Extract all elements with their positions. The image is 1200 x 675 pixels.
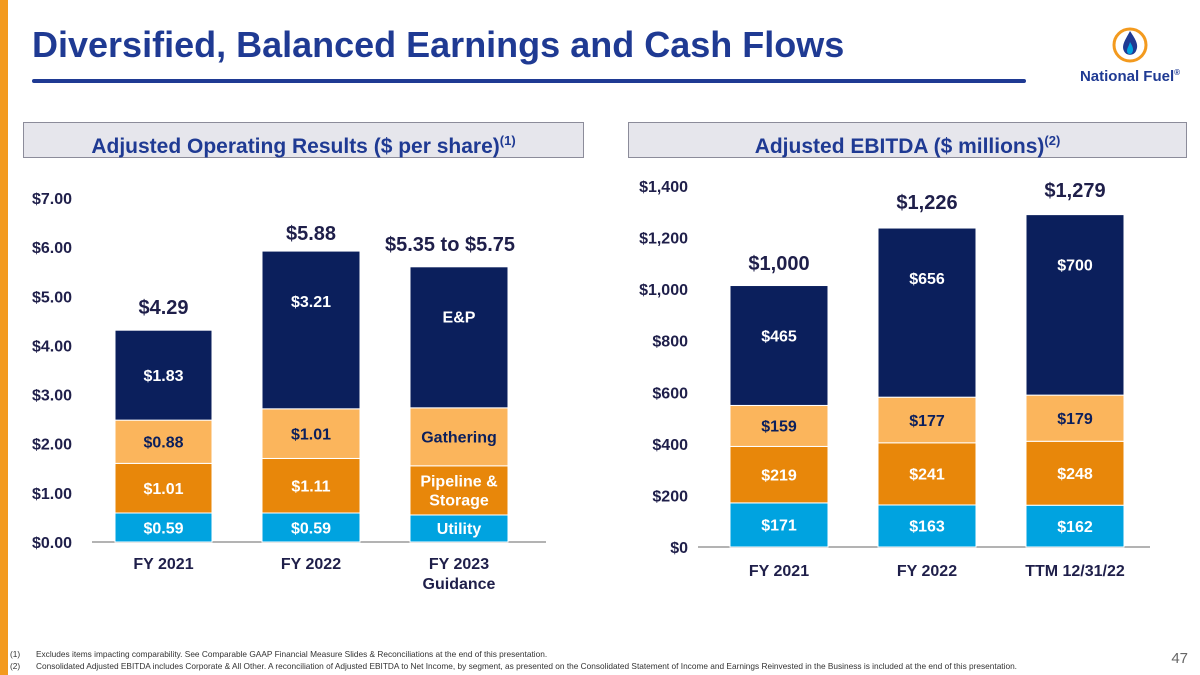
total-label: $1,226 — [896, 192, 957, 214]
bar-segment-gathering — [877, 396, 977, 444]
y-tick-label: $2.00 — [32, 437, 72, 454]
y-tick-label: $6.00 — [32, 240, 72, 257]
data-label-gathering: Gathering — [421, 430, 497, 447]
data-label-ep: $656 — [909, 271, 945, 288]
footnote-2: (2) Consolidated Adjusted EBITDA includes… — [10, 661, 1017, 671]
panel-heading-operating-results: Adjusted Operating Results ($ per share)… — [23, 122, 584, 158]
bar-segment-pipeline — [261, 457, 361, 514]
data-label-gathering: $177 — [909, 413, 945, 430]
data-label-pipeline: $1.11 — [291, 478, 330, 495]
total-label: $5.88 — [286, 223, 336, 245]
y-tick-label: $3.00 — [32, 388, 72, 405]
bar-segment-pipeline — [1025, 440, 1125, 506]
bar-segment-utility — [729, 502, 829, 548]
bar-segment-utility — [877, 504, 977, 548]
page-title: Diversified, Balanced Earnings and Cash … — [32, 24, 845, 65]
data-label-ep: E&P — [443, 310, 476, 327]
y-tick-label: $7.00 — [32, 191, 72, 208]
data-label-gathering: $1.01 — [291, 426, 331, 443]
total-label: $5.35 to $5.75 — [385, 234, 515, 256]
bar-segment-pipeline — [114, 462, 213, 514]
bar-segment-ep — [1025, 214, 1125, 396]
y-tick-label: $1,200 — [639, 231, 688, 248]
category-label: FY 2023 Guidance — [423, 556, 496, 593]
y-tick-label: $1,400 — [639, 179, 688, 196]
data-label-ep: $3.21 — [291, 294, 331, 311]
y-tick-label: $800 — [652, 334, 688, 351]
bar-segment-pipeline — [409, 465, 509, 516]
bar-segment-gathering — [729, 404, 829, 447]
bar-segment-pipeline — [729, 445, 829, 504]
registered-mark: ® — [1174, 68, 1181, 77]
bar-segment-gathering — [409, 407, 509, 467]
data-label-utility: $162 — [1057, 519, 1093, 536]
y-tick-label: $1.00 — [32, 486, 72, 503]
data-label-utility: Utility — [437, 521, 482, 538]
data-label-utility: $171 — [761, 518, 797, 535]
data-label-pipeline: Pipeline & Storage — [420, 474, 498, 510]
bar-segment-ep — [729, 285, 829, 406]
y-tick-label: $1,000 — [639, 282, 688, 299]
bar-segment-utility — [1025, 504, 1125, 548]
panel-heading-text: Adjusted Operating Results ($ per share) — [91, 135, 500, 158]
bar-segment-gathering — [114, 419, 213, 464]
category-label: TTM 12/31/22 — [1025, 563, 1125, 580]
data-label-pipeline: $241 — [909, 467, 945, 484]
total-label: $1,000 — [748, 253, 809, 275]
footnote-1: (1) Excludes items impacting comparabilit… — [10, 649, 548, 659]
bar-segment-gathering — [261, 408, 361, 459]
data-label-gathering: $0.88 — [143, 435, 183, 452]
category-label: FY 2021 — [133, 556, 193, 573]
bar-segment-ep — [877, 227, 977, 398]
bar-segment-utility — [261, 512, 361, 543]
panel-heading-ebitda: Adjusted EBITDA ($ millions)(2) — [628, 122, 1187, 158]
category-label: FY 2022 — [897, 563, 957, 580]
y-tick-label: $4.00 — [32, 338, 72, 355]
data-label-ep: $700 — [1057, 257, 1093, 274]
y-tick-label: $0 — [670, 540, 688, 557]
footnote-ref: (1) — [499, 133, 516, 148]
data-label-gathering: $179 — [1057, 411, 1093, 428]
logo-text: National Fuel — [1079, 68, 1175, 85]
panel-heading-text: Adjusted EBITDA ($ millions) — [754, 135, 1045, 158]
data-label-ep: $1.83 — [143, 368, 183, 385]
data-label-pipeline: $219 — [761, 467, 797, 484]
company-logo: National Fuel® — [1070, 26, 1190, 96]
footnote-ref: (2) — [1044, 133, 1061, 148]
y-tick-label: $400 — [652, 437, 688, 454]
data-label-utility: $0.59 — [291, 520, 331, 537]
data-label-gathering: $159 — [761, 419, 797, 436]
bar-segment-ep — [261, 250, 361, 410]
accent-bar — [0, 0, 8, 675]
bar-segment-gathering — [1025, 394, 1125, 442]
y-tick-label: $200 — [652, 488, 688, 505]
bar-segment-utility — [114, 512, 213, 543]
data-label-utility: $0.59 — [143, 520, 183, 537]
y-tick-label: $0.00 — [32, 535, 72, 552]
data-label-pipeline: $248 — [1057, 466, 1093, 483]
bar-segment-ep — [409, 266, 509, 409]
data-label-utility: $163 — [909, 519, 945, 536]
data-label-pipeline: $1.01 — [143, 481, 183, 498]
title-underline — [32, 79, 1026, 83]
category-label: FY 2021 — [749, 563, 809, 580]
data-label-ep: $465 — [761, 328, 797, 345]
flame-icon — [1112, 27, 1148, 63]
total-label: $1,279 — [1044, 180, 1105, 202]
y-tick-label: $5.00 — [32, 289, 72, 306]
category-label: FY 2022 — [281, 556, 341, 573]
bar-segment-ep — [114, 329, 213, 421]
footnotes: (1) Excludes items impacting comparabilit… — [10, 648, 1160, 672]
page-number: 47 — [1171, 650, 1188, 667]
total-label: $4.29 — [138, 297, 188, 319]
y-tick-label: $600 — [652, 385, 688, 402]
